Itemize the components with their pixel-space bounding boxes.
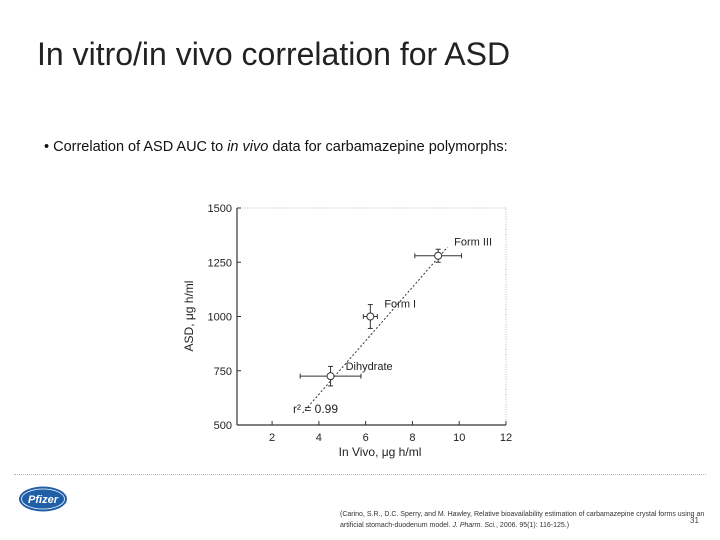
x-tick-label: 8 bbox=[409, 432, 415, 444]
citation: (Carino, S.R., D.C. Sperry, and M. Hawle… bbox=[340, 509, 705, 531]
data-points: Dihydrate Form I Form III bbox=[299, 237, 492, 387]
x-axis-label: In Vivo, μg h/ml bbox=[339, 445, 422, 459]
bullet-italic: in vivo bbox=[227, 139, 269, 155]
x-tick-label: 12 bbox=[500, 432, 512, 444]
x-tick-label: 4 bbox=[316, 432, 322, 444]
data-point-form-iii: Form III bbox=[414, 237, 492, 263]
data-point-form-i: Form I bbox=[362, 299, 416, 329]
x-tick-label: 2 bbox=[269, 432, 275, 444]
pfizer-logo: Pfizer bbox=[19, 486, 67, 512]
logo-inner-ring bbox=[21, 488, 65, 510]
citation-part1: (Carino, S.R., D.C. Sperry, and M. Hawle… bbox=[340, 511, 705, 529]
y-tick-label: 750 bbox=[214, 366, 232, 378]
y-axis-ticks: 500 750 1000 1250 1500 bbox=[208, 203, 241, 432]
y-tick-label: 1000 bbox=[208, 312, 232, 324]
fit-line-group bbox=[302, 246, 448, 414]
point-label: Form III bbox=[454, 237, 492, 249]
point-marker bbox=[326, 372, 335, 381]
y-tick-label: 1250 bbox=[208, 257, 232, 269]
footer-divider bbox=[14, 474, 706, 475]
y-tick-label: 1500 bbox=[208, 203, 232, 215]
logo-oval bbox=[19, 486, 67, 512]
slide-title: In vitro/in vivo correlation for ASD bbox=[37, 36, 511, 72]
r-squared-annotation: r² = 0.99 bbox=[293, 402, 338, 416]
bullet-prefix: • Correlation of ASD AUC to bbox=[44, 139, 228, 155]
point-marker bbox=[434, 251, 443, 260]
citation-part2: , 2006. 95(1): 116-125.) bbox=[496, 522, 570, 529]
bullet-text: • Correlation of ASD AUC to in vivo data… bbox=[44, 139, 508, 155]
fit-line bbox=[302, 246, 448, 414]
point-label: Dihydrate bbox=[346, 361, 393, 373]
y-tick-label: 500 bbox=[214, 420, 232, 432]
x-axis-ticks: 2 4 6 8 10 12 bbox=[269, 421, 512, 444]
x-tick-label: 6 bbox=[363, 432, 369, 444]
point-label: Form I bbox=[384, 299, 416, 311]
point-marker bbox=[366, 312, 375, 321]
y-axis-label: ASD, μg h/ml bbox=[182, 281, 196, 352]
citation-journal: J. Pharm. Sci. bbox=[452, 522, 497, 529]
logo-wordmark: Pfizer bbox=[28, 494, 59, 506]
x-tick-label: 10 bbox=[453, 432, 465, 444]
page-number: 31 bbox=[690, 516, 699, 525]
bullet-suffix: data for carbamazepine polymorphs: bbox=[268, 139, 508, 155]
data-point-dihydrate: Dihydrate bbox=[299, 361, 393, 387]
